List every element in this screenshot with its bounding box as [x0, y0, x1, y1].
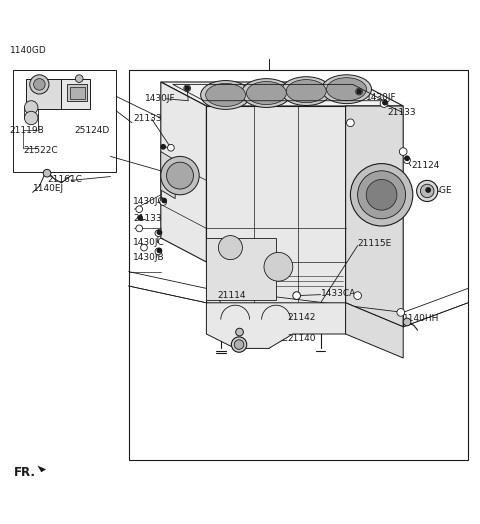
- Circle shape: [356, 89, 362, 94]
- Circle shape: [380, 100, 388, 107]
- Circle shape: [293, 292, 300, 299]
- Text: 1430JF: 1430JF: [366, 93, 396, 102]
- Circle shape: [167, 162, 193, 189]
- Circle shape: [404, 157, 410, 163]
- Circle shape: [234, 340, 244, 350]
- Circle shape: [399, 148, 407, 156]
- Circle shape: [184, 85, 191, 92]
- Polygon shape: [206, 303, 346, 348]
- Text: 21114: 21114: [217, 291, 245, 300]
- Polygon shape: [37, 465, 46, 472]
- Ellipse shape: [286, 80, 326, 103]
- Circle shape: [156, 248, 162, 254]
- Text: 21142: 21142: [287, 313, 315, 322]
- Circle shape: [160, 144, 166, 150]
- Ellipse shape: [201, 81, 251, 110]
- Polygon shape: [61, 79, 90, 110]
- Text: 21522C: 21522C: [23, 146, 58, 155]
- Circle shape: [136, 225, 143, 232]
- Circle shape: [382, 100, 388, 105]
- Circle shape: [34, 79, 45, 90]
- Text: 1140HH: 1140HH: [403, 314, 440, 323]
- Circle shape: [354, 292, 361, 299]
- Circle shape: [156, 230, 162, 235]
- Circle shape: [155, 230, 162, 236]
- Polygon shape: [346, 303, 403, 358]
- Bar: [129, 70, 468, 460]
- Ellipse shape: [205, 83, 246, 106]
- Circle shape: [404, 156, 410, 161]
- Circle shape: [161, 156, 199, 195]
- Circle shape: [24, 111, 38, 125]
- Circle shape: [366, 179, 397, 210]
- Ellipse shape: [322, 75, 372, 104]
- Circle shape: [397, 309, 405, 316]
- Text: 21133: 21133: [133, 214, 162, 223]
- Text: 21133: 21133: [133, 114, 162, 124]
- Circle shape: [417, 180, 438, 202]
- Circle shape: [136, 206, 143, 213]
- Circle shape: [358, 171, 406, 219]
- Circle shape: [141, 244, 147, 251]
- Circle shape: [24, 101, 38, 114]
- Text: 1430JB: 1430JB: [133, 253, 165, 261]
- Circle shape: [420, 184, 434, 198]
- Circle shape: [161, 198, 167, 203]
- Circle shape: [30, 75, 49, 94]
- Text: 21124: 21124: [412, 161, 440, 170]
- Circle shape: [168, 145, 174, 151]
- Circle shape: [231, 337, 247, 352]
- Polygon shape: [206, 238, 276, 300]
- Ellipse shape: [246, 82, 287, 105]
- Circle shape: [43, 169, 51, 177]
- Text: 1140GD: 1140GD: [10, 46, 47, 55]
- Text: 21133: 21133: [388, 108, 417, 117]
- Text: 1430JC: 1430JC: [133, 198, 165, 206]
- Text: 1433CA: 1433CA: [321, 289, 356, 298]
- Circle shape: [403, 318, 411, 326]
- Text: 21115E: 21115E: [358, 239, 392, 248]
- Circle shape: [350, 163, 413, 226]
- Bar: [67, 84, 87, 101]
- Bar: [70, 87, 85, 99]
- Bar: [13, 70, 116, 172]
- Ellipse shape: [281, 77, 331, 105]
- Text: FR.: FR.: [13, 466, 36, 479]
- Text: 1140EJ: 1140EJ: [33, 184, 64, 193]
- Polygon shape: [26, 79, 61, 110]
- Text: 1430JC: 1430JC: [133, 238, 165, 247]
- Text: 21161C: 21161C: [47, 175, 82, 184]
- Circle shape: [137, 215, 143, 221]
- Circle shape: [75, 75, 83, 82]
- Circle shape: [356, 88, 362, 95]
- Text: 21140: 21140: [287, 334, 315, 343]
- Text: 1430JF: 1430JF: [145, 94, 176, 103]
- Polygon shape: [161, 151, 175, 199]
- Text: 1573GE: 1573GE: [417, 187, 452, 195]
- Circle shape: [155, 248, 162, 255]
- Polygon shape: [161, 82, 403, 106]
- Ellipse shape: [241, 79, 291, 107]
- Polygon shape: [161, 82, 206, 262]
- Text: 21119B: 21119B: [10, 126, 44, 136]
- Circle shape: [160, 199, 167, 205]
- Circle shape: [347, 119, 354, 127]
- Text: 25124D: 25124D: [74, 126, 109, 136]
- Circle shape: [264, 253, 293, 281]
- Circle shape: [218, 236, 242, 259]
- Ellipse shape: [326, 78, 367, 101]
- Circle shape: [425, 187, 431, 193]
- Circle shape: [184, 85, 190, 91]
- Polygon shape: [206, 106, 346, 303]
- Polygon shape: [346, 106, 403, 327]
- Circle shape: [236, 328, 243, 336]
